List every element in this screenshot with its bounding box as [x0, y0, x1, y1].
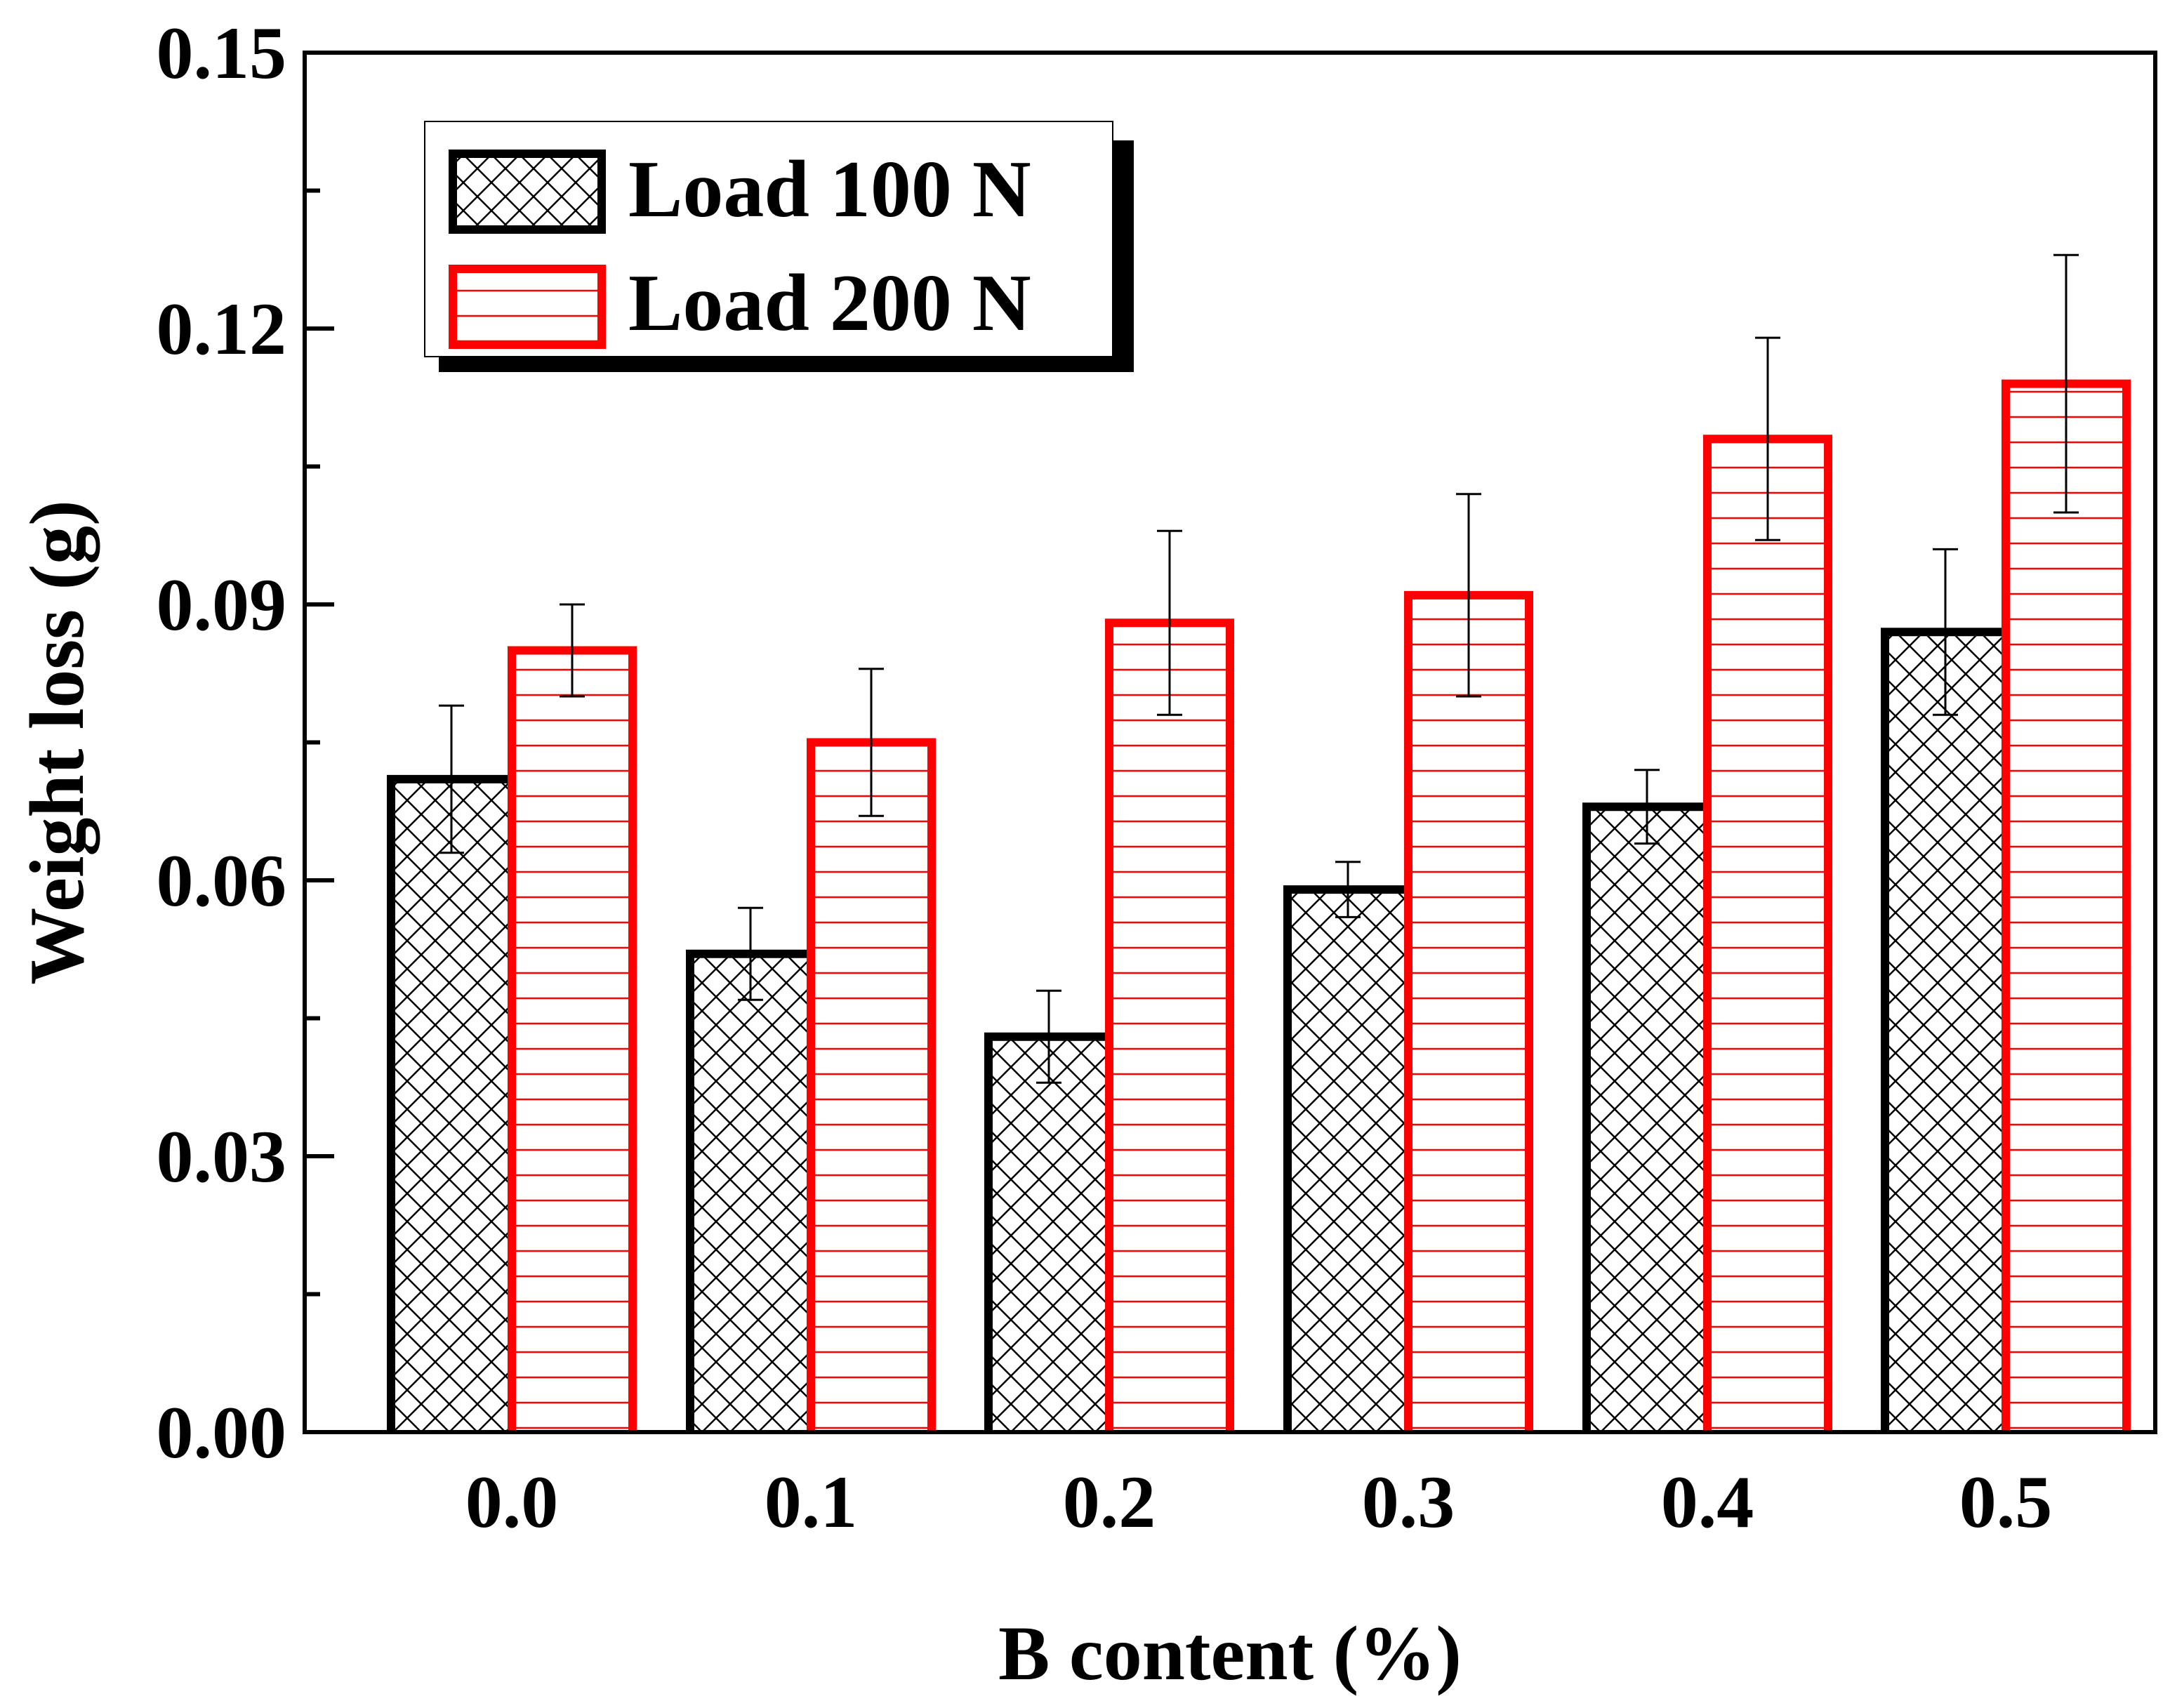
legend-label-load-200: Load 200 N [628, 258, 1031, 348]
error-bars-layer [439, 253, 2079, 1084]
y-tick-label: 0.12 [157, 288, 287, 370]
bar-0-0.0 [391, 779, 512, 1432]
bar-1-0.1 [811, 742, 932, 1432]
bar-1-0.2 [1109, 623, 1230, 1433]
error-bar-0-0.0 [439, 704, 464, 854]
bars-layer [387, 379, 2131, 1433]
legend-label-load-100: Load 100 N [628, 145, 1031, 234]
error-bar-0-0.4 [1634, 769, 1660, 845]
error-bar-1-0.2 [1157, 529, 1182, 716]
error-bar-1-0.0 [560, 603, 585, 698]
x-tick-label: 0.2 [1063, 1461, 1156, 1543]
bar-0-0.4 [1587, 807, 1707, 1432]
error-bar-1-0.1 [859, 668, 884, 817]
error-bar-1-0.5 [2053, 253, 2079, 514]
y-tick-label: 0.15 [157, 12, 287, 94]
bar-1-0.0 [512, 650, 633, 1432]
x-tick-label: 0.3 [1362, 1461, 1455, 1543]
bar-0-0.1 [690, 953, 811, 1432]
bar-1-0.4 [1707, 439, 1828, 1433]
x-tick-label: 0.1 [765, 1461, 858, 1543]
y-axis-title: Weight loss (g) [14, 500, 100, 985]
bar-0-0.2 [988, 1036, 1109, 1432]
bar-0-0.5 [1885, 632, 2006, 1432]
x-tick-label: 0.5 [1959, 1461, 2053, 1543]
y-tick-label: 0.09 [157, 564, 287, 646]
legend-swatch-load-200 [449, 265, 606, 349]
x-tick-labels-layer: 0.0 0.1 0.2 0.3 0.4 0.5 [465, 1461, 2053, 1543]
y-tick-label: 0.03 [157, 1116, 287, 1198]
error-bar-0-0.3 [1335, 861, 1361, 918]
x-tick-label: 0.4 [1661, 1461, 1754, 1543]
bar-0-0.3 [1288, 889, 1408, 1432]
error-bar-0-0.2 [1036, 989, 1061, 1084]
error-bar-0-0.5 [1933, 548, 1958, 716]
bar-1-0.5 [2006, 383, 2126, 1432]
error-bar-0-0.1 [738, 906, 763, 1001]
x-axis-title: B content (%) [998, 1610, 1462, 1696]
legend: Load 100 N Load 200 N [424, 121, 1134, 372]
y-tick-label: 0.06 [157, 840, 287, 922]
error-bar-1-0.3 [1456, 493, 1481, 698]
error-bar-1-0.4 [1755, 336, 1780, 541]
legend-swatch-load-100 [449, 150, 606, 234]
x-tick-label: 0.0 [465, 1461, 559, 1543]
y-ticks-layer: 0.00 0.03 0.06 0.09 0.12 0.15 [157, 12, 334, 1474]
bar-1-0.3 [1408, 595, 1529, 1432]
y-tick-label: 0.00 [157, 1391, 287, 1474]
